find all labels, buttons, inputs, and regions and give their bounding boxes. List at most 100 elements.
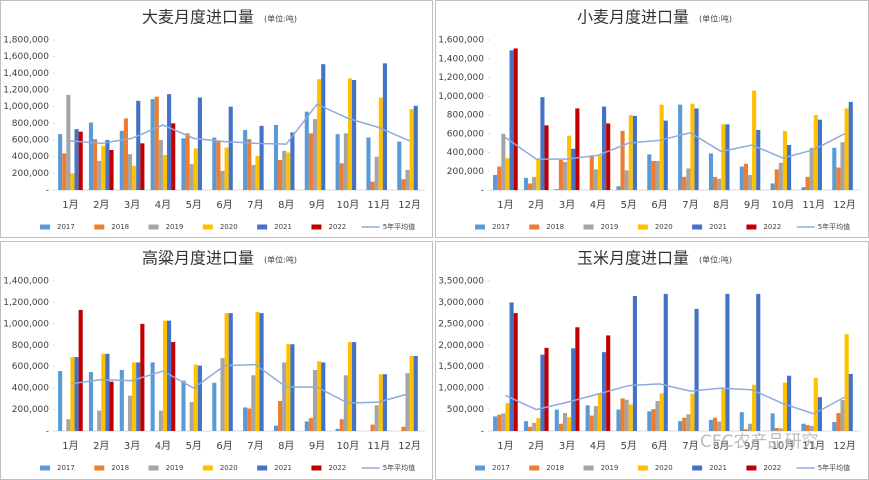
bar <box>624 170 629 190</box>
legend-swatch <box>148 224 159 230</box>
bar <box>167 94 172 190</box>
bar <box>597 393 603 431</box>
y-tick-label: 2,000,000 <box>438 341 484 351</box>
x-tick-label: 5月 <box>186 199 202 211</box>
bar <box>747 423 753 431</box>
legend-swatch <box>475 465 485 471</box>
chart-unit: (单位:吨) <box>699 255 732 265</box>
x-tick-label: 11月 <box>802 440 825 452</box>
bar <box>562 413 568 431</box>
bar <box>321 64 326 190</box>
x-tick-label: 6月 <box>651 440 667 452</box>
bar <box>536 159 541 190</box>
bar <box>162 320 168 431</box>
bar <box>756 130 761 190</box>
bar <box>343 375 348 431</box>
bar <box>74 129 79 190</box>
bar <box>787 375 792 431</box>
x-tick-label: 4月 <box>590 199 606 211</box>
bar <box>659 104 664 190</box>
legend-swatch <box>692 224 703 230</box>
bar <box>589 155 594 190</box>
bar <box>836 167 841 190</box>
legend-label: 2022 <box>328 223 346 231</box>
bar <box>558 160 563 190</box>
bar <box>817 119 822 190</box>
x-tick-label: 4月 <box>155 199 171 211</box>
bar <box>501 413 506 431</box>
legend-swatch <box>583 224 594 230</box>
bar <box>278 401 283 431</box>
bar <box>544 125 549 190</box>
bar <box>632 115 637 190</box>
bar <box>717 178 722 190</box>
legend-label: 2020 <box>220 464 238 472</box>
bar <box>167 320 172 431</box>
x-tick-label: 9月 <box>744 199 760 211</box>
bar <box>189 402 194 431</box>
bar <box>778 428 783 431</box>
x-tick-label: 10月 <box>772 199 795 211</box>
bar <box>663 293 668 431</box>
bar <box>686 414 691 431</box>
legend-label: 5年平均值 <box>383 463 415 472</box>
y-tick-label: 1,200,000 <box>3 86 49 96</box>
bar <box>378 97 383 190</box>
x-tick-label: 2月 <box>528 440 544 452</box>
bar <box>105 140 110 190</box>
legend-label: 2022 <box>763 223 781 231</box>
bar <box>832 422 837 431</box>
chart-title: 小麦月度进口量 <box>577 8 689 27</box>
bar <box>813 115 818 190</box>
y-tick-label: 3,500,000 <box>438 277 484 287</box>
bar <box>682 176 687 190</box>
bar <box>119 369 124 431</box>
bar <box>127 154 133 190</box>
bar <box>770 413 775 431</box>
bar <box>352 80 357 190</box>
bar <box>840 142 845 190</box>
bar <box>602 106 607 190</box>
bar <box>809 425 814 431</box>
x-tick-label: 6月 <box>216 440 232 452</box>
bar <box>694 108 699 190</box>
bar <box>312 119 318 190</box>
bar <box>189 164 194 190</box>
bar <box>216 140 221 190</box>
bar <box>840 400 845 431</box>
bar <box>136 362 141 431</box>
y-tick-label: 2,500,000 <box>438 319 484 329</box>
bar <box>193 148 198 190</box>
legend-label: 2019 <box>166 464 184 472</box>
bar <box>224 313 229 431</box>
bar <box>708 153 714 190</box>
x-tick-label: 9月 <box>309 440 325 452</box>
bar <box>678 104 683 190</box>
bar <box>278 160 283 190</box>
bar <box>713 176 718 190</box>
bar <box>273 425 279 431</box>
bar <box>88 372 94 431</box>
bar <box>312 369 318 431</box>
x-tick-label: 3月 <box>124 440 140 452</box>
y-tick-label: 800,000 <box>447 111 484 121</box>
bar <box>181 380 186 431</box>
legend-swatch <box>148 465 159 471</box>
legend-swatch <box>40 465 50 471</box>
y-tick-label: 1,600,000 <box>438 36 484 46</box>
bar <box>119 130 124 190</box>
bar <box>171 342 176 431</box>
bar <box>62 153 67 190</box>
legend-label: 2021 <box>274 464 292 472</box>
legend-label: 2021 <box>709 223 727 231</box>
bar <box>374 405 379 431</box>
bar <box>317 79 322 190</box>
bar <box>193 364 198 431</box>
bar <box>651 160 656 190</box>
x-tick-label: 8月 <box>278 440 294 452</box>
legend-swatch <box>746 224 757 230</box>
x-tick-label: 4月 <box>590 440 606 452</box>
y-tick-label: 1,000,000 <box>438 384 484 394</box>
legend-label: 2020 <box>220 223 238 231</box>
bar <box>251 375 256 431</box>
